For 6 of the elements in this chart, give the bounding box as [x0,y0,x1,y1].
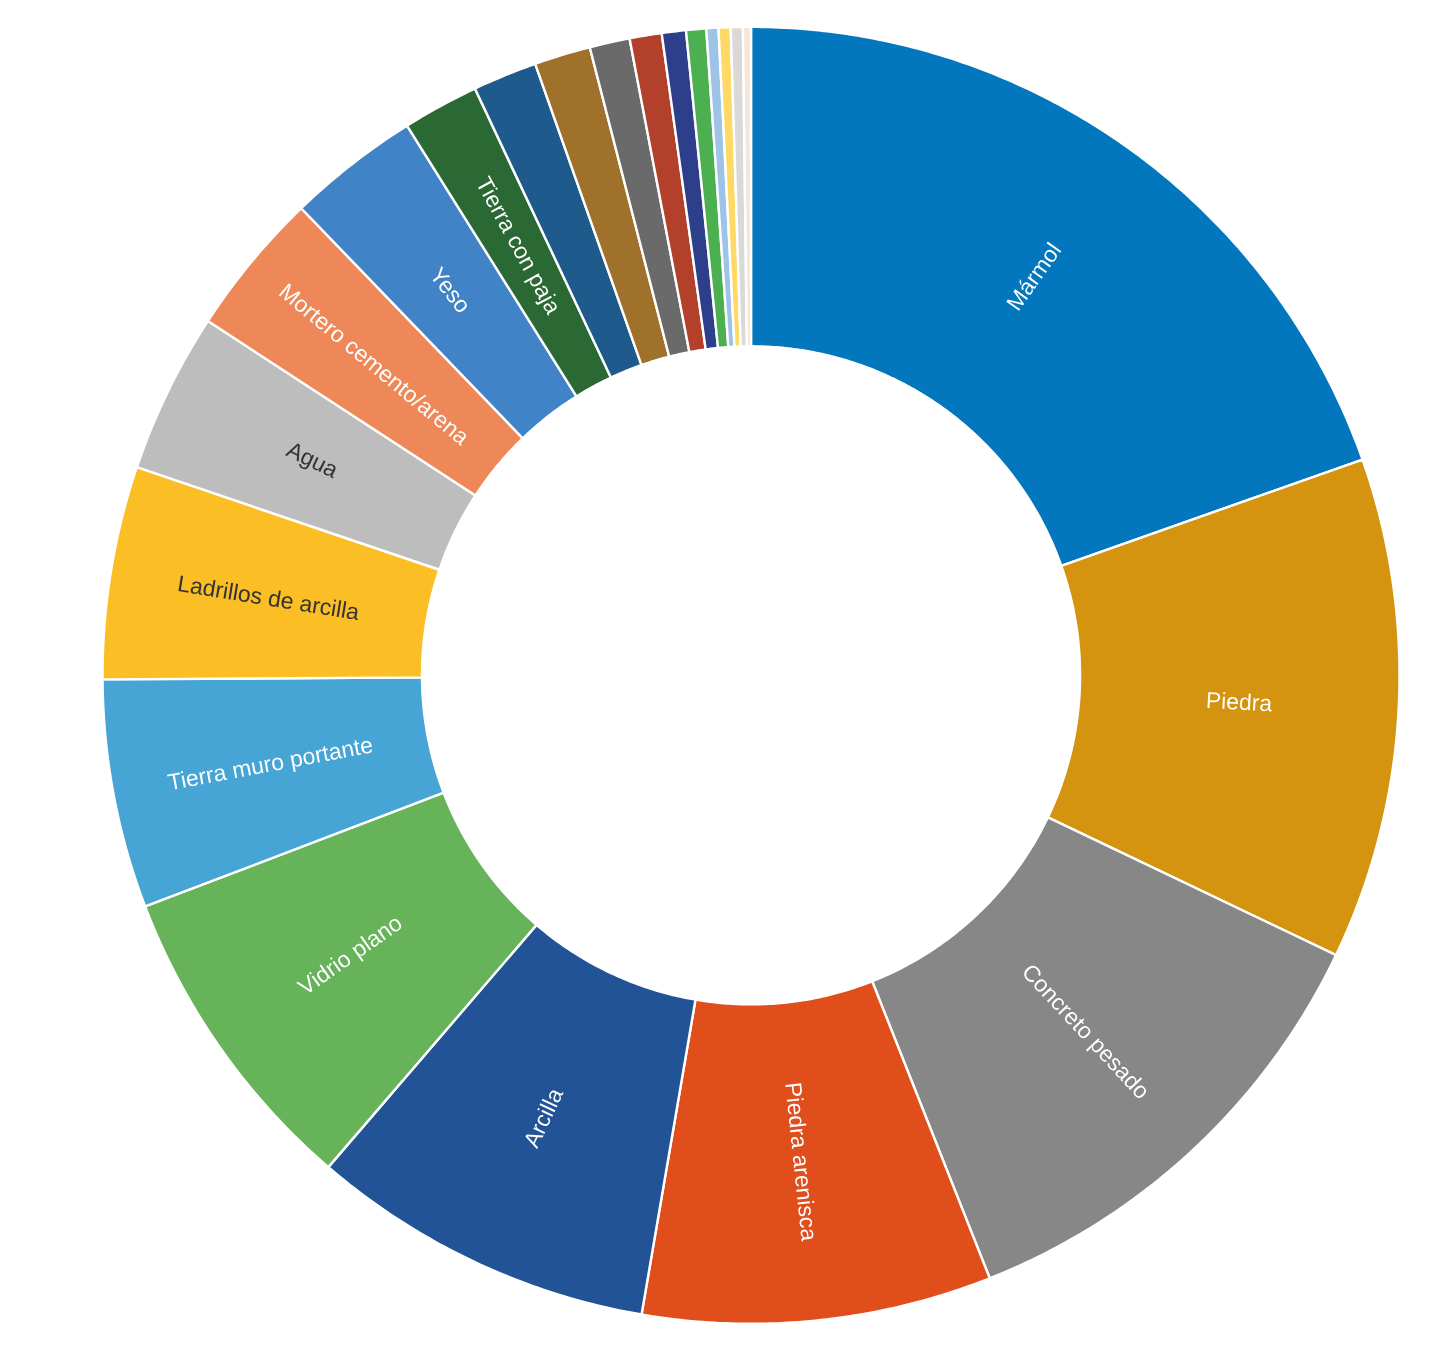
slice-label: Ladrillos de arcilla [178,575,358,621]
slice-label: Tierra muro portante [167,740,373,790]
slice-label: Agua [284,443,336,479]
slice-label: Piedra [1207,692,1272,712]
slice-label: Piedra arenisca [785,1083,815,1242]
slice-label: Tierra con paja [478,175,557,317]
